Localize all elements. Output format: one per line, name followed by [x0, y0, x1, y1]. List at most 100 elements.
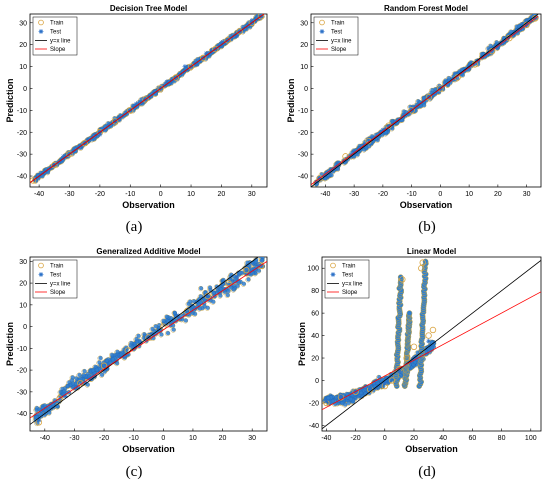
legend-train-marker	[38, 262, 44, 269]
y-tick-label: 10	[19, 302, 27, 309]
test-marker	[255, 263, 261, 269]
x-tick-label: 60	[468, 435, 476, 442]
x-axis-label: Observation	[400, 200, 453, 210]
chart-title: Decision Tree Model	[110, 4, 187, 13]
test-point	[348, 397, 353, 402]
x-tick-label: -40	[40, 435, 50, 442]
test-marker	[116, 354, 122, 360]
panel-caption: (d)	[418, 464, 436, 480]
legend-label: Train	[331, 21, 344, 27]
x-tick-label: 20	[219, 435, 227, 442]
y-tick-label: 0	[315, 378, 319, 385]
train-marker	[81, 140, 88, 147]
y-tick-label: 0	[23, 324, 27, 331]
test-point	[159, 332, 164, 337]
chart-title: Random Forest Model	[384, 4, 468, 13]
test-point	[104, 358, 110, 363]
test-point	[241, 281, 246, 286]
y-tick-label: 10	[300, 64, 308, 71]
test-point	[413, 360, 418, 365]
train-marker	[410, 343, 418, 351]
test-point	[110, 357, 115, 362]
train-marker	[352, 388, 359, 395]
test-marker	[249, 18, 255, 23]
test-marker	[61, 153, 66, 159]
x-tick-label: 10	[187, 191, 195, 198]
test-point	[330, 399, 335, 404]
test-point	[228, 285, 233, 290]
legend-label: Slope	[331, 47, 347, 53]
test-point	[34, 415, 39, 420]
test-marker	[63, 393, 68, 399]
test-point	[235, 283, 240, 288]
test-marker	[382, 380, 388, 386]
y-tick-label: 40	[311, 333, 319, 340]
y-tick-label: 0	[304, 86, 308, 93]
test-point	[192, 311, 198, 316]
y-tick-label: -30	[17, 389, 27, 396]
x-tick-label: 20	[494, 191, 502, 198]
test-marker	[205, 293, 211, 299]
y-tick-label: -10	[17, 346, 27, 353]
y-tick-label: 30	[19, 20, 27, 27]
chart-title: Linear Model	[407, 247, 456, 256]
y-tick-label: 60	[311, 311, 319, 318]
train-marker	[225, 279, 232, 287]
y-axis-label: Prediction	[5, 78, 15, 122]
train-marker	[111, 118, 119, 125]
test-point	[406, 310, 413, 316]
test-marker	[234, 33, 240, 39]
panel-caption: (c)	[126, 464, 143, 480]
x-tick-label: 10	[465, 191, 473, 198]
test-point	[172, 310, 177, 315]
test-point	[258, 257, 262, 258]
legend-test-marker	[319, 29, 325, 34]
test-point	[82, 369, 87, 374]
train-marker	[425, 94, 433, 101]
y-tick-label: -30	[17, 152, 27, 159]
legend-label: Test	[50, 273, 61, 279]
test-point	[359, 390, 364, 395]
y-tick-label: -20	[309, 400, 319, 407]
test-marker	[367, 384, 373, 390]
y-tick-label: 20	[300, 42, 308, 49]
x-tick-label: 30	[523, 191, 531, 198]
y-axis-label: Prediction	[297, 322, 307, 366]
chart-panel-0: Decision Tree Model -40 -30 -20 -10 0 10 20 30 -4…	[5, 4, 268, 235]
y-axis-label: Prediction	[5, 322, 15, 366]
legend-label: Train	[50, 264, 63, 270]
x-tick-label: 100	[525, 435, 537, 442]
legend-label: Train	[50, 21, 63, 27]
y-tick-label: 20	[311, 356, 319, 363]
test-point	[259, 258, 264, 263]
y-tick-label: -10	[17, 108, 27, 115]
x-tick-label: 20	[410, 435, 418, 442]
test-point	[225, 293, 230, 298]
test-marker	[36, 417, 42, 423]
chart-panel-2: Generalized Additive Model -40 -30 -20 -10 0 1…	[5, 247, 268, 480]
legend-test-marker	[330, 272, 336, 277]
x-tick-label: -20	[99, 435, 109, 442]
test-point	[422, 103, 427, 108]
panel-caption: (a)	[126, 219, 143, 235]
x-tick-label: 10	[189, 435, 197, 442]
test-marker	[164, 79, 170, 85]
legend-label: y=x line	[342, 282, 363, 288]
train-marker	[388, 377, 396, 384]
legend-label: y=x line	[331, 39, 352, 45]
test-marker	[351, 149, 357, 155]
plot-marks	[30, 257, 267, 427]
test-point	[99, 372, 105, 377]
test-point	[188, 299, 193, 304]
test-marker	[194, 61, 200, 67]
train-marker	[212, 45, 219, 53]
train-marker	[66, 150, 73, 158]
test-marker	[97, 132, 103, 137]
test-point	[390, 119, 395, 124]
yx-line	[322, 260, 541, 430]
y-tick-label: -30	[298, 152, 308, 159]
panel-caption: (b)	[418, 219, 436, 235]
test-point	[165, 331, 171, 336]
x-tick-label: -10	[129, 435, 139, 442]
